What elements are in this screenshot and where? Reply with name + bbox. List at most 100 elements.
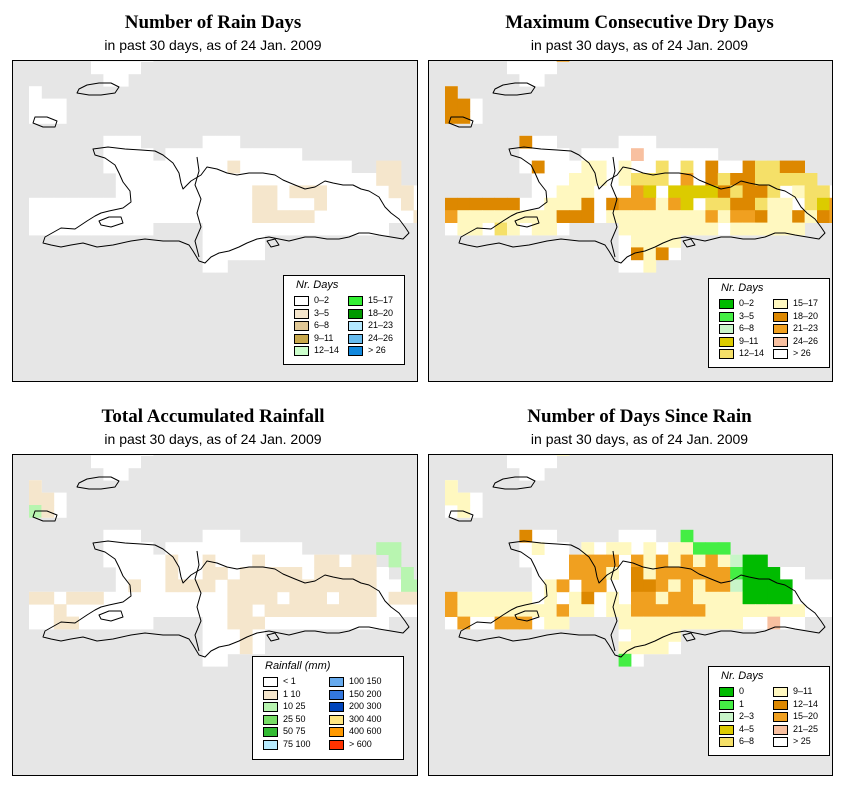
grid-cell bbox=[655, 247, 669, 261]
grid-cell bbox=[494, 222, 508, 236]
grid-cell bbox=[668, 210, 681, 223]
grid-cell bbox=[643, 567, 657, 580]
grid-cell-land bbox=[693, 148, 706, 161]
grid-cell-land bbox=[618, 135, 632, 149]
grid-cell bbox=[469, 197, 483, 211]
grid-cell bbox=[655, 604, 669, 617]
legend-label: 15–17 bbox=[793, 298, 819, 308]
grid-cell bbox=[29, 480, 42, 493]
grid-cell-land bbox=[239, 148, 253, 161]
grid-cell bbox=[606, 542, 619, 555]
grid-cell-land bbox=[103, 61, 117, 75]
legend-swatch bbox=[329, 689, 344, 700]
grid-cell-land bbox=[252, 148, 265, 161]
legend-swatch bbox=[719, 724, 734, 735]
legend-label: 2–3 bbox=[739, 711, 755, 721]
grid-cell-land bbox=[140, 455, 154, 456]
grid-cell bbox=[556, 616, 570, 630]
grid-cell bbox=[494, 616, 508, 630]
grid-cell bbox=[631, 210, 644, 223]
grid-cell bbox=[717, 554, 731, 568]
grid-cell-land bbox=[78, 616, 92, 630]
grid-cell bbox=[507, 591, 520, 605]
legend-swatch bbox=[294, 308, 309, 319]
grid-cell bbox=[482, 604, 495, 617]
legend-label: 12–14 bbox=[314, 345, 340, 355]
grid-cell bbox=[581, 542, 595, 555]
grid-cell-land bbox=[140, 148, 154, 161]
grid-cell-land bbox=[215, 604, 228, 617]
grid-cell bbox=[581, 160, 595, 174]
grid-cell-land bbox=[413, 604, 417, 617]
legend-label: 12–14 bbox=[793, 698, 819, 709]
rain-days-panel: Number of Rain Days in past 30 days, as … bbox=[0, 0, 426, 390]
grid-cell bbox=[717, 567, 731, 580]
grid-cell bbox=[779, 604, 793, 617]
grid-cell bbox=[618, 210, 632, 223]
grid-cell-land bbox=[264, 542, 278, 555]
grid-cell-land bbox=[215, 160, 228, 174]
grid-cell bbox=[705, 173, 719, 186]
grid-cell-land bbox=[165, 542, 179, 555]
grid-cell-land bbox=[531, 148, 545, 161]
grid-cell-land bbox=[829, 591, 832, 605]
grid-cell bbox=[804, 197, 818, 211]
grid-cell-land bbox=[177, 591, 191, 605]
grid-cell bbox=[252, 579, 265, 593]
map-frame[interactable] bbox=[12, 454, 418, 776]
legend-swatch bbox=[773, 699, 788, 710]
grid-cell-land bbox=[289, 173, 303, 186]
grid-cell bbox=[606, 197, 619, 211]
grid-cell-land bbox=[239, 210, 253, 223]
grid-cell bbox=[631, 591, 644, 605]
grid-cell-land bbox=[41, 222, 55, 236]
grid-cell bbox=[376, 542, 389, 555]
grid-cell-land bbox=[289, 554, 303, 568]
grid-cell bbox=[202, 567, 216, 580]
grid-cell-land bbox=[544, 542, 557, 555]
grid-cell bbox=[755, 554, 768, 568]
grid-cell bbox=[680, 185, 694, 199]
grid-cell-land bbox=[165, 197, 179, 211]
grid-cell-land bbox=[301, 567, 315, 580]
grid-cell-land bbox=[507, 61, 520, 75]
grid-cell bbox=[569, 604, 582, 617]
grid-cell-land bbox=[531, 135, 545, 149]
map-frame[interactable] bbox=[12, 60, 418, 382]
grid-cell-land bbox=[53, 197, 67, 211]
grid-cell bbox=[792, 210, 805, 223]
grid-cell bbox=[680, 591, 694, 605]
grid-cell bbox=[363, 567, 377, 580]
grid-cell-land bbox=[277, 197, 290, 211]
legend-swatch bbox=[329, 727, 344, 737]
grid-cell-land bbox=[519, 455, 533, 469]
grid-cell-land bbox=[339, 210, 352, 223]
grid-cell-land bbox=[277, 591, 290, 605]
grid-cell-land bbox=[655, 542, 669, 555]
grid-cell-land bbox=[643, 160, 657, 174]
days-since-rain-panel: Number of Days Since Rain in past 30 day… bbox=[426, 390, 853, 793]
grid-cell-land bbox=[41, 616, 55, 630]
grid-cell-land bbox=[128, 554, 141, 568]
grid-cell-land bbox=[128, 542, 141, 555]
grid-cell bbox=[239, 567, 253, 580]
grid-cell-land bbox=[544, 61, 557, 75]
grid-cell bbox=[705, 554, 719, 568]
grid-cell-land bbox=[29, 86, 42, 99]
grid-cell-land bbox=[277, 185, 290, 199]
grid-cell-land bbox=[215, 629, 228, 642]
grid-cell-land bbox=[140, 567, 154, 580]
grid-cell-land bbox=[53, 591, 67, 605]
grid-cell bbox=[569, 210, 582, 223]
grid-cell-land bbox=[531, 197, 545, 211]
grid-cell-land bbox=[91, 222, 104, 236]
grid-cell bbox=[413, 591, 417, 605]
grid-cell-land bbox=[445, 616, 458, 630]
grid-cell bbox=[581, 173, 595, 186]
grid-cell-land bbox=[215, 197, 228, 211]
grid-cell-land bbox=[140, 604, 154, 617]
grid-cell-land bbox=[531, 467, 545, 481]
grid-cell-land bbox=[351, 210, 365, 223]
grid-cell-land bbox=[140, 173, 154, 186]
grid-cell-land bbox=[531, 61, 545, 75]
